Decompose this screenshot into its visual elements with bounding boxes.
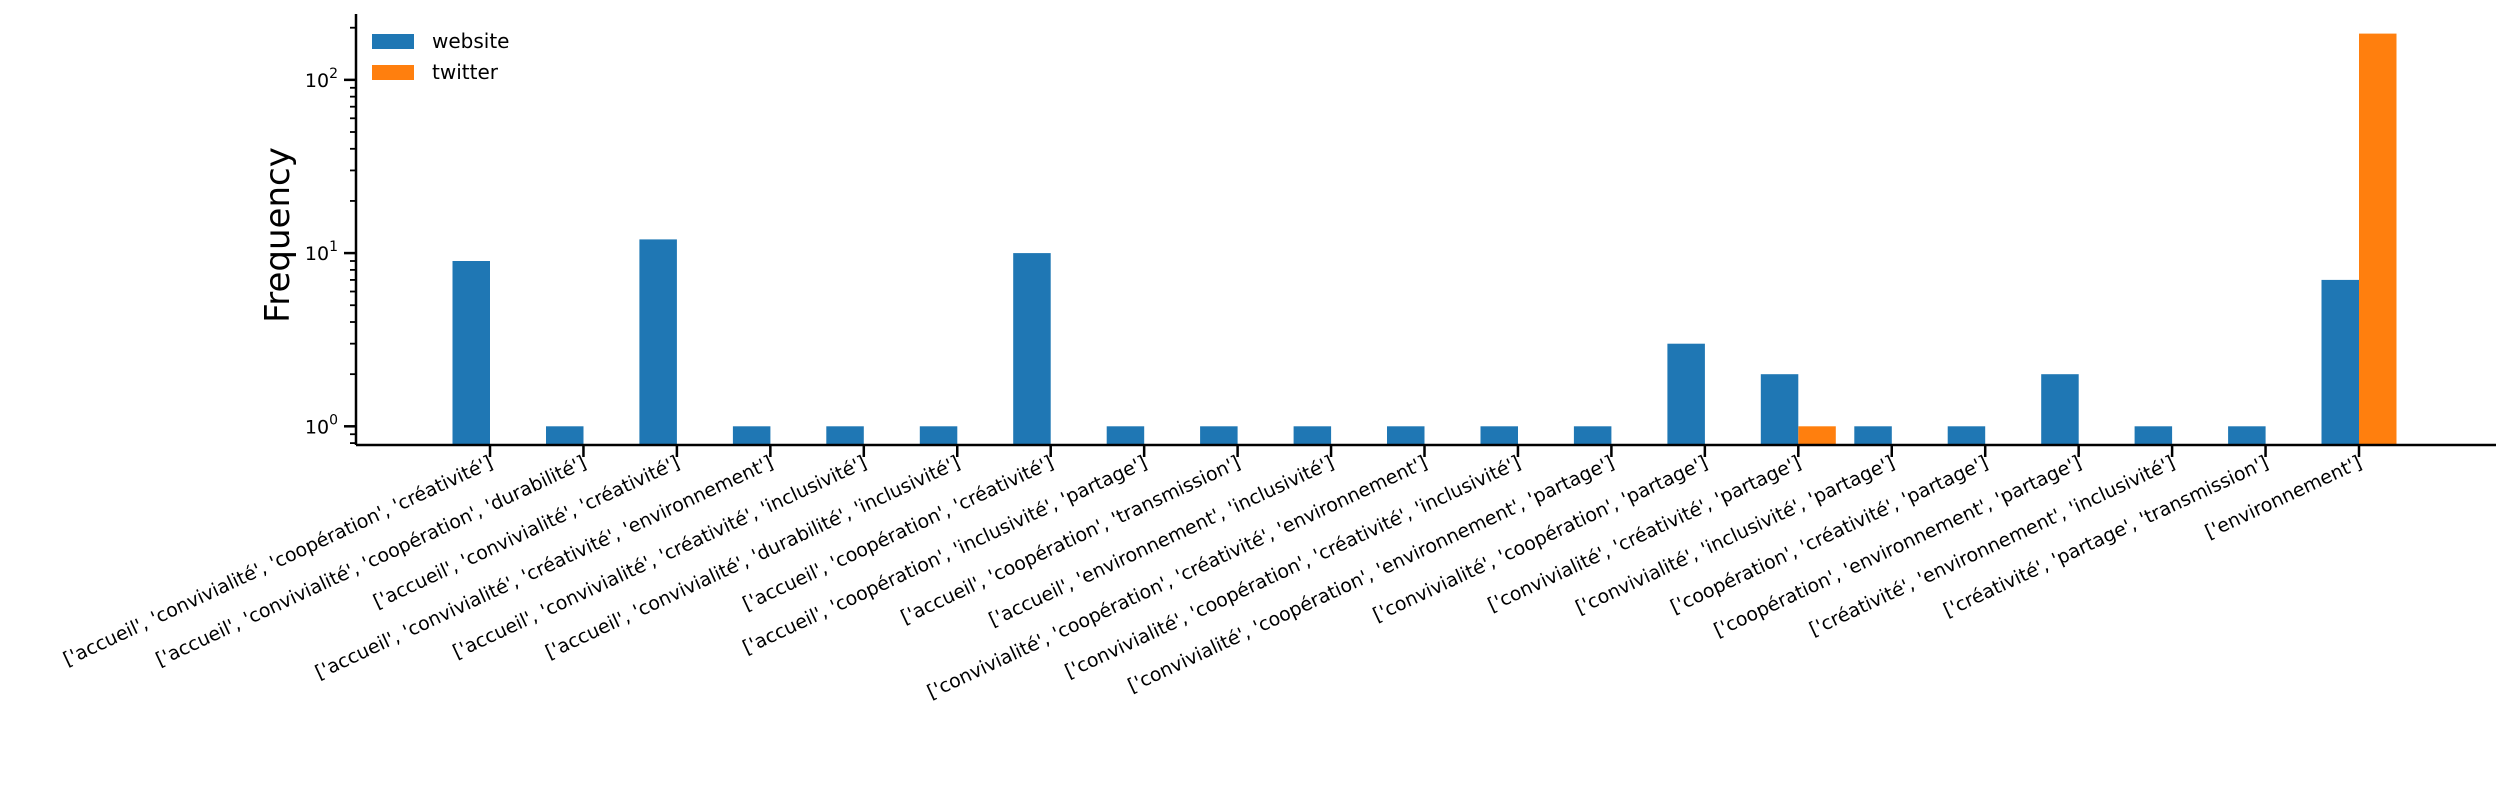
legend-swatch-twitter <box>372 65 414 80</box>
bar-website-11 <box>1480 426 1518 445</box>
y-axis-label: Frequency <box>258 147 298 323</box>
legend-label-website: website <box>432 29 509 53</box>
bar-website-14 <box>1760 374 1799 445</box>
legend-swatch-website <box>372 34 414 49</box>
bar-website-16 <box>1947 426 1986 445</box>
bar-website-8 <box>1200 426 1238 445</box>
bar-website-19 <box>2228 426 2266 445</box>
y-tick-label: 100 <box>305 412 338 438</box>
bar-website-13 <box>1667 343 1705 445</box>
bar-website-18 <box>2134 426 2173 445</box>
bars-group <box>452 33 2397 445</box>
bar-website-17 <box>2041 374 2079 445</box>
bar-website-15 <box>1854 426 1892 445</box>
bar-website-10 <box>1387 426 1425 445</box>
x-tick-label: ['accueil', 'convivialité', 'coopération… <box>60 452 496 671</box>
bar-website-6 <box>1013 253 1051 445</box>
bar-website-3 <box>732 426 771 445</box>
bar-website-0 <box>452 261 490 445</box>
legend-label-twitter: twitter <box>432 60 499 84</box>
y-tick-label: 102 <box>305 66 338 92</box>
bar-website-1 <box>546 426 584 445</box>
bar-twitter-20 <box>2359 33 2397 445</box>
bar-twitter-14 <box>1798 426 1836 445</box>
x-axis: ['accueil', 'convivialité', 'coopération… <box>60 443 2496 704</box>
bar-website-2 <box>639 239 677 445</box>
bar-website-7 <box>1106 426 1145 445</box>
bar-website-9 <box>1293 426 1332 445</box>
bar-website-5 <box>919 426 958 445</box>
bar-website-20 <box>2321 279 2359 445</box>
x-tick-label: ['environnement'] <box>2202 452 2365 544</box>
y-axis: 100 101 102 <box>305 14 358 445</box>
bar-website-4 <box>826 426 864 445</box>
y-tick-label: 101 <box>305 239 338 265</box>
bar-website-12 <box>1573 426 1612 445</box>
legend: website twitter <box>372 29 509 84</box>
